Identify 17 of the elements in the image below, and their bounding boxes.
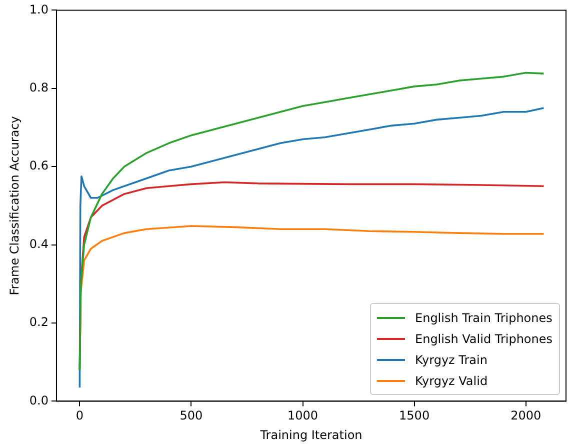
y-tick-label: 0.8 bbox=[29, 80, 48, 95]
legend-label: English Valid Triphones bbox=[415, 332, 553, 346]
x-tick-label: 500 bbox=[180, 408, 203, 423]
x-tick-label: 0 bbox=[76, 408, 84, 423]
x-tick-label: 1500 bbox=[399, 408, 430, 423]
y-tick-label: 0.6 bbox=[29, 158, 48, 173]
legend-label: Kyrgyz Train bbox=[415, 352, 488, 367]
x-tick-label: 1000 bbox=[287, 408, 318, 423]
y-tick-label: 0.0 bbox=[29, 393, 48, 408]
y-tick-label: 0.2 bbox=[29, 315, 48, 330]
y-tick-label: 0.4 bbox=[29, 236, 48, 251]
x-axis-title: Training Iteration bbox=[259, 428, 362, 442]
y-tick-label: 1.0 bbox=[29, 2, 48, 16]
y-axis-title: Frame Classification Accuracy bbox=[7, 116, 22, 296]
legend-label: Kyrgyz Valid bbox=[415, 374, 488, 388]
x-tick-label: 2000 bbox=[510, 408, 542, 423]
legend-label: English Train Triphones bbox=[415, 310, 552, 325]
